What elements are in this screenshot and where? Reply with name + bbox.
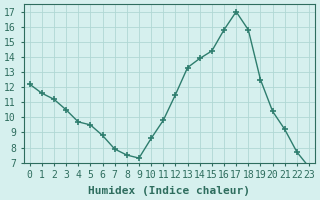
- X-axis label: Humidex (Indice chaleur): Humidex (Indice chaleur): [88, 186, 250, 196]
